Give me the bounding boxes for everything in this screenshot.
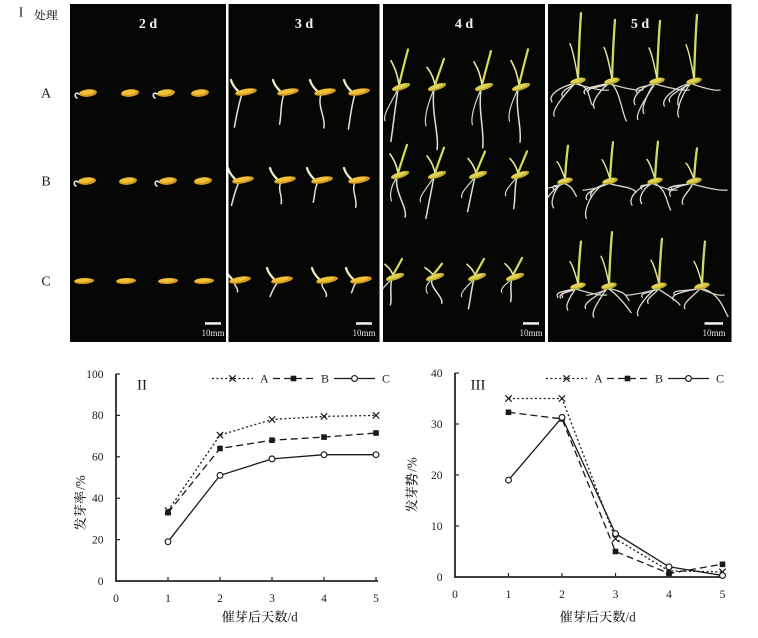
svg-text:2 d: 2 d bbox=[139, 17, 158, 32]
svg-text:A: A bbox=[41, 87, 52, 102]
svg-text:10mm: 10mm bbox=[201, 328, 224, 338]
svg-text:2: 2 bbox=[217, 593, 223, 605]
svg-text:20: 20 bbox=[431, 470, 443, 482]
svg-text:60: 60 bbox=[92, 452, 104, 464]
svg-text:4: 4 bbox=[321, 593, 327, 605]
svg-text:10mm: 10mm bbox=[702, 328, 725, 338]
svg-text:10mm: 10mm bbox=[352, 328, 375, 338]
svg-text:10mm: 10mm bbox=[519, 328, 542, 338]
svg-text:/%: /% bbox=[73, 475, 88, 490]
svg-text:40: 40 bbox=[431, 368, 443, 380]
svg-text:/d: /d bbox=[288, 610, 299, 625]
svg-text:20: 20 bbox=[92, 534, 104, 546]
svg-text:I: I bbox=[19, 5, 24, 20]
svg-text:B: B bbox=[321, 372, 329, 386]
svg-text:1: 1 bbox=[165, 593, 171, 605]
svg-text:100: 100 bbox=[86, 369, 104, 381]
svg-text:0: 0 bbox=[113, 593, 119, 605]
svg-text:0: 0 bbox=[437, 572, 443, 584]
svg-text:4 d: 4 d bbox=[455, 17, 474, 32]
svg-text:A: A bbox=[260, 372, 269, 386]
svg-text:5: 5 bbox=[373, 593, 379, 605]
svg-text:/d: /d bbox=[626, 610, 637, 625]
svg-text:30: 30 bbox=[431, 419, 443, 431]
svg-text:B: B bbox=[41, 175, 50, 190]
svg-text:/%: /% bbox=[405, 457, 420, 472]
svg-text:C: C bbox=[382, 372, 390, 386]
svg-text:4: 4 bbox=[666, 589, 672, 601]
svg-text:C: C bbox=[716, 372, 724, 386]
svg-text:40: 40 bbox=[92, 493, 104, 505]
svg-text:3: 3 bbox=[613, 589, 619, 601]
svg-text:III: III bbox=[471, 378, 486, 394]
svg-text:3: 3 bbox=[269, 593, 275, 605]
svg-text:0: 0 bbox=[98, 576, 104, 588]
svg-text:1: 1 bbox=[506, 589, 512, 601]
svg-text:势: 势 bbox=[405, 473, 420, 486]
svg-text:II: II bbox=[137, 378, 147, 394]
svg-text:0: 0 bbox=[452, 589, 458, 601]
svg-text:3 d: 3 d bbox=[295, 17, 314, 32]
svg-text:5 d: 5 d bbox=[631, 17, 650, 32]
svg-text:C: C bbox=[41, 275, 50, 290]
svg-text:10: 10 bbox=[431, 521, 443, 533]
svg-text:B: B bbox=[655, 372, 663, 386]
svg-text:5: 5 bbox=[720, 589, 726, 601]
svg-text:80: 80 bbox=[92, 410, 104, 422]
svg-text:2: 2 bbox=[559, 589, 565, 601]
svg-text:A: A bbox=[594, 372, 603, 386]
